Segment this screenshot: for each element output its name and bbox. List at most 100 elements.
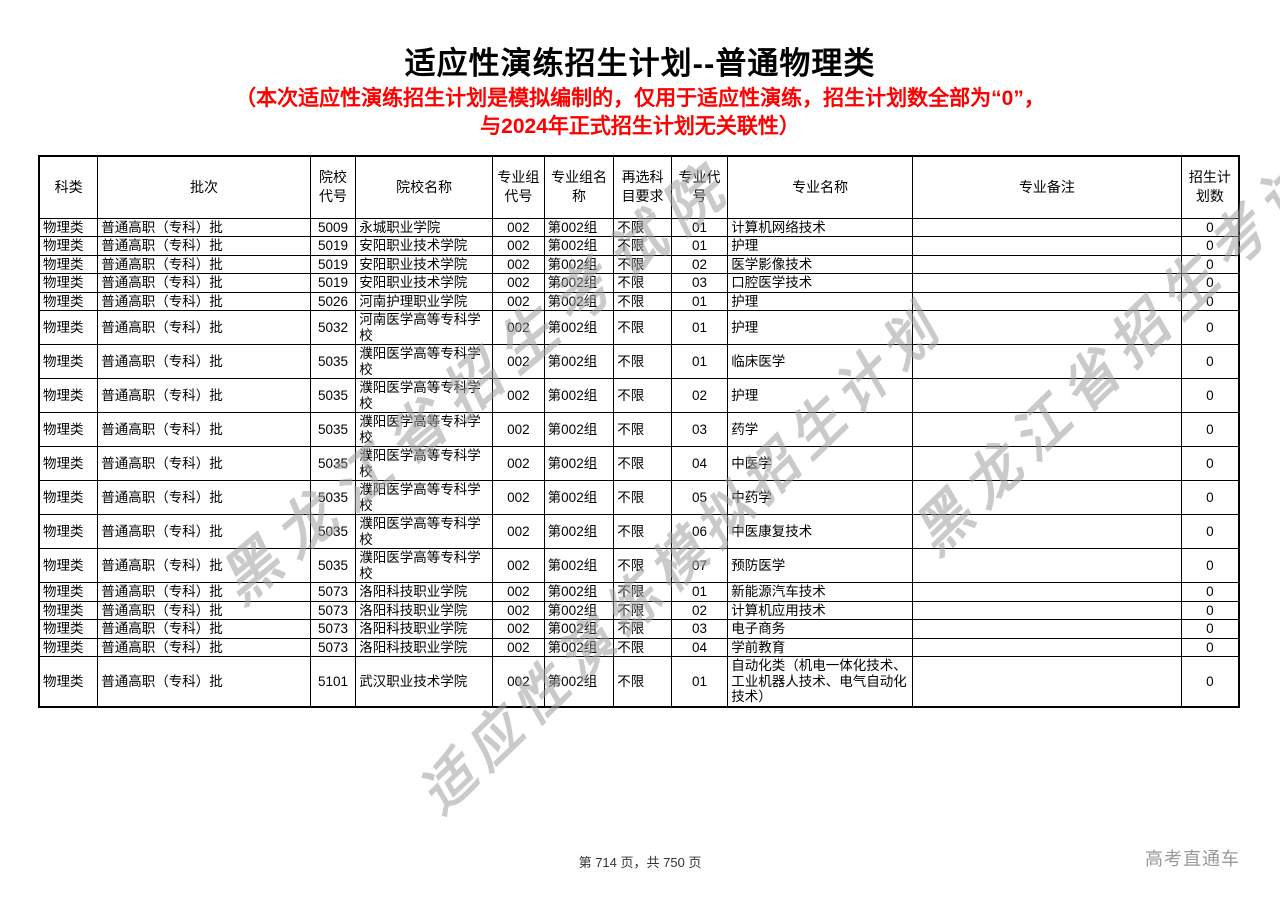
cell-subject-req: 不限: [613, 548, 672, 584]
table-row: 物理类 普通高职（专科）批 5073 洛阳科技职业学院 002 第002组 不限…: [38, 637, 1240, 658]
cell-major-code: 06: [670, 514, 729, 550]
cell-group-code: 002: [492, 480, 545, 516]
column-header-batch: 批次: [97, 155, 311, 219]
cell-college-name: 濮阳医学高等专科学校: [355, 480, 494, 516]
cell-major-note: [912, 446, 1182, 482]
cell-batch: 普通高职（专科）批: [97, 291, 311, 312]
table-row: 物理类 普通高职（专科）批 5035 濮阳医学高等专科学校 002 第002组 …: [38, 548, 1240, 584]
cell-college-code: 5035: [309, 548, 357, 584]
cell-plan-count: 0: [1180, 310, 1240, 346]
cell-major-name: 中医康复技术: [727, 514, 914, 550]
cell-group-name: 第002组: [543, 582, 615, 602]
cell-subject-req: 不限: [613, 619, 672, 639]
page-title: 适应性演练招生计划--普通物理类: [404, 46, 876, 81]
table-row: 物理类 普通高职（专科）批 5032 河南医学高等专科学校 002 第002组 …: [38, 310, 1240, 346]
cell-batch: 普通高职（专科）批: [97, 548, 311, 584]
column-header-college-name: 院校名称: [355, 155, 494, 219]
cell-major-code: 03: [670, 619, 729, 639]
column-header-subject-req: 再选科目要求: [613, 155, 672, 219]
cell-major-name: 学前教育: [727, 637, 914, 658]
cell-group-code: 002: [492, 446, 545, 482]
table-row: 物理类 普通高职（专科）批 5009 永城职业学院 002 第002组 不限 0…: [38, 217, 1240, 238]
cell-college-name: 濮阳医学高等专科学校: [355, 446, 494, 482]
cell-major-code: 07: [670, 548, 729, 584]
cell-college-name: 河南医学高等专科学校: [355, 310, 494, 346]
cell-group-name: 第002组: [543, 217, 615, 238]
cell-batch: 普通高职（专科）批: [97, 600, 311, 621]
cell-subject-req: 不限: [613, 310, 672, 346]
table-row: 物理类 普通高职（专科）批 5073 洛阳科技职业学院 002 第002组 不限…: [38, 619, 1240, 639]
cell-group-code: 002: [492, 412, 545, 448]
cell-college-code: 5035: [309, 378, 357, 414]
cell-batch: 普通高职（专科）批: [97, 619, 311, 639]
cell-college-code: 5073: [309, 582, 357, 602]
cell-college-code: 5019: [309, 254, 357, 275]
cell-group-code: 002: [492, 656, 545, 708]
cell-major-code: 03: [670, 273, 729, 293]
cell-college-code: 5101: [309, 656, 357, 708]
column-header-group-name: 专业组名称: [543, 155, 615, 219]
cell-major-note: [912, 217, 1182, 238]
cell-subject: 物理类: [38, 412, 99, 448]
cell-batch: 普通高职（专科）批: [97, 378, 311, 414]
cell-batch: 普通高职（专科）批: [97, 344, 311, 380]
table-row: 物理类 普通高职（专科）批 5073 洛阳科技职业学院 002 第002组 不限…: [38, 600, 1240, 621]
cell-subject: 物理类: [38, 582, 99, 602]
plan-table-body: 物理类 普通高职（专科）批 5009 永城职业学院 002 第002组 不限 0…: [38, 217, 1240, 708]
cell-major-code: 01: [670, 656, 729, 708]
cell-college-code: 5035: [309, 446, 357, 482]
cell-college-code: 5026: [309, 291, 357, 312]
table-row: 物理类 普通高职（专科）批 5019 安阳职业技术学院 002 第002组 不限…: [38, 236, 1240, 256]
cell-group-code: 002: [492, 514, 545, 550]
cell-plan-count: 0: [1180, 254, 1240, 275]
cell-group-code: 002: [492, 619, 545, 639]
cell-subject: 物理类: [38, 656, 99, 708]
cell-major-name: 临床医学: [727, 344, 914, 380]
cell-group-name: 第002组: [543, 619, 615, 639]
cell-subject-req: 不限: [613, 378, 672, 414]
cell-group-code: 002: [492, 310, 545, 346]
cell-subject: 物理类: [38, 344, 99, 380]
cell-college-code: 5073: [309, 637, 357, 658]
cell-batch: 普通高职（专科）批: [97, 412, 311, 448]
table-row: 物理类 普通高职（专科）批 5035 濮阳医学高等专科学校 002 第002组 …: [38, 378, 1240, 414]
cell-major-code: 01: [670, 310, 729, 346]
cell-college-code: 5019: [309, 273, 357, 293]
cell-batch: 普通高职（专科）批: [97, 217, 311, 238]
cell-subject-req: 不限: [613, 656, 672, 708]
cell-subject: 物理类: [38, 480, 99, 516]
column-header-group-code: 专业组代号: [492, 155, 545, 219]
cell-subject: 物理类: [38, 217, 99, 238]
table-row: 物理类 普通高职（专科）批 5026 河南护理职业学院 002 第002组 不限…: [38, 291, 1240, 312]
column-header-major-note: 专业备注: [912, 155, 1182, 219]
cell-major-note: [912, 656, 1182, 708]
table-row: 物理类 普通高职（专科）批 5035 濮阳医学高等专科学校 002 第002组 …: [38, 344, 1240, 380]
cell-college-name: 濮阳医学高等专科学校: [355, 548, 494, 584]
cell-group-name: 第002组: [543, 446, 615, 482]
cell-major-name: 预防医学: [727, 548, 914, 584]
cell-major-name: 药学: [727, 412, 914, 448]
cell-college-name: 洛阳科技职业学院: [355, 637, 494, 658]
cell-group-code: 002: [492, 600, 545, 621]
plan-table: 科类 批次 院校代号 院校名称 专业组代号 专业组名称 再选科目要求 专业代号 …: [38, 155, 1240, 708]
cell-batch: 普通高职（专科）批: [97, 446, 311, 482]
cell-college-name: 洛阳科技职业学院: [355, 619, 494, 639]
cell-group-code: 002: [492, 344, 545, 380]
cell-college-code: 5009: [309, 217, 357, 238]
cell-major-note: [912, 480, 1182, 516]
notice-line-1: （本次适应性演练招生计划是模拟编制的，仅用于适应性演练，招生计划数全部为“0”，: [235, 87, 1045, 110]
cell-college-name: 洛阳科技职业学院: [355, 582, 494, 602]
cell-subject: 物理类: [38, 548, 99, 584]
cell-major-code: 05: [670, 480, 729, 516]
cell-group-code: 002: [492, 273, 545, 293]
cell-major-note: [912, 254, 1182, 275]
cell-group-name: 第002组: [543, 254, 615, 275]
table-row: 物理类 普通高职（专科）批 5035 濮阳医学高等专科学校 002 第002组 …: [38, 480, 1240, 516]
cell-batch: 普通高职（专科）批: [97, 236, 311, 256]
cell-subject: 物理类: [38, 310, 99, 346]
cell-major-note: [912, 514, 1182, 550]
cell-plan-count: 0: [1180, 291, 1240, 312]
cell-major-name: 护理: [727, 236, 914, 256]
cell-plan-count: 0: [1180, 656, 1240, 708]
table-row: 物理类 普通高职（专科）批 5101 武汉职业技术学院 002 第002组 不限…: [38, 656, 1240, 708]
